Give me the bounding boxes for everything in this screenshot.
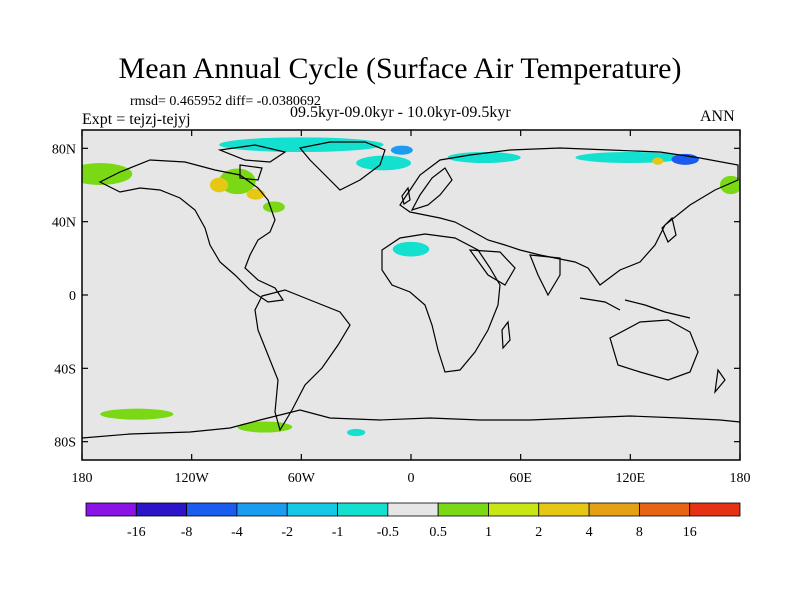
colorbar-label: 16 <box>683 525 697 540</box>
coastline-south-america <box>254 289 351 432</box>
season-label: ANN <box>700 108 735 125</box>
lon-label: 120W <box>175 471 210 486</box>
anomaly-region-5 <box>390 145 413 155</box>
anomaly-region-10 <box>246 188 265 200</box>
anomaly-region-8 <box>219 168 256 195</box>
coastline-madagascar <box>501 320 511 350</box>
coastline-australia <box>609 319 699 381</box>
anomaly-region-1 <box>356 155 412 171</box>
colorbar-label: -2 <box>281 525 293 540</box>
colorbar-label: -1 <box>332 525 344 540</box>
colorbar-swatch <box>538 502 590 517</box>
lon-label: 180 <box>730 471 751 486</box>
anomaly-region-11 <box>262 201 285 213</box>
colorbar-label: 1 <box>485 525 492 540</box>
coastline-arabia <box>468 249 516 286</box>
colorbar-label: 4 <box>586 525 593 540</box>
lat-label: 40N <box>52 216 76 231</box>
colorbar-swatch <box>286 502 338 517</box>
colorbar-swatch <box>437 502 489 517</box>
coastline-scandinavia <box>410 167 453 212</box>
colorbar-label: -16 <box>127 525 146 540</box>
coastline-india <box>529 254 561 297</box>
colorbar-swatch <box>488 502 540 517</box>
colorbar-swatch <box>135 502 188 517</box>
anomaly-region-12 <box>392 241 430 257</box>
coastline-eurasia <box>399 147 739 286</box>
experiment-label: Expt = tejzj-tejyj <box>82 111 191 128</box>
colorbar-label: 2 <box>535 525 542 540</box>
colorbar-swatch <box>638 502 691 517</box>
colorbar-label: 0.5 <box>429 525 447 540</box>
coastline-africa <box>381 233 501 373</box>
coastline-british-isles <box>401 186 411 205</box>
colorbar-label: -0.5 <box>377 525 399 540</box>
anomaly-region-0 <box>219 137 384 153</box>
period-label: 09.5kyr-09.0kyr - 10.0kyr-09.5kyr <box>290 104 511 121</box>
colorbar: -16 -8 -4 -2 -1 -0.5 0.5 1 2 4 8 16 <box>85 502 741 540</box>
anomaly-region-2 <box>447 152 521 163</box>
colorbar-swatch <box>85 502 137 517</box>
colorbar-label: 8 <box>636 525 643 540</box>
rmsd-diff-stats: rmsd= 0.465952 diff= -0.0380692 <box>130 94 321 109</box>
coastline-north-america <box>98 159 285 303</box>
coastline-arctic-islands <box>217 144 287 181</box>
coastline-japan <box>661 216 677 243</box>
lat-label: 40S <box>54 362 76 377</box>
colorbar-swatch <box>186 502 238 517</box>
anomaly-layer <box>82 137 740 437</box>
anomaly-region-16 <box>347 428 366 437</box>
anomaly-region-7 <box>82 163 133 185</box>
coastline-antarctica <box>82 409 740 439</box>
lat-label: 0 <box>69 289 76 304</box>
coastlines <box>82 141 740 439</box>
lon-label: 60W <box>288 471 316 486</box>
map-background <box>82 130 740 460</box>
lat-label: 80N <box>52 142 76 157</box>
anomaly-region-14 <box>100 408 174 420</box>
lon-label: 0 <box>408 471 415 486</box>
lat-label: 80S <box>54 436 76 451</box>
anomaly-region-13 <box>719 175 740 195</box>
colorbar-swatch <box>236 502 288 517</box>
coastline-greenland <box>298 141 386 191</box>
anomaly-region-6 <box>652 157 664 165</box>
lon-label: 180 <box>72 471 93 486</box>
colorbar-swatch <box>337 502 389 517</box>
anomaly-region-9 <box>209 177 229 193</box>
lon-label: 120E <box>616 471 646 486</box>
lon-label: 60E <box>509 471 532 486</box>
coastline-new-zealand <box>714 368 726 394</box>
map-axes: 80N 40N 0 40S 80S 180 120W 60W 0 60E 120E 180 <box>52 130 751 486</box>
colorbar-label: -8 <box>181 525 193 540</box>
figure-title: Mean Annual Cycle (Surface Air Temperatu… <box>118 52 682 85</box>
colorbar-swatch <box>588 502 640 517</box>
colorbar-swatch <box>387 502 439 517</box>
coastline-indonesia <box>579 297 691 319</box>
colorbar-swatch <box>689 502 741 517</box>
colorbar-label: -4 <box>231 525 243 540</box>
